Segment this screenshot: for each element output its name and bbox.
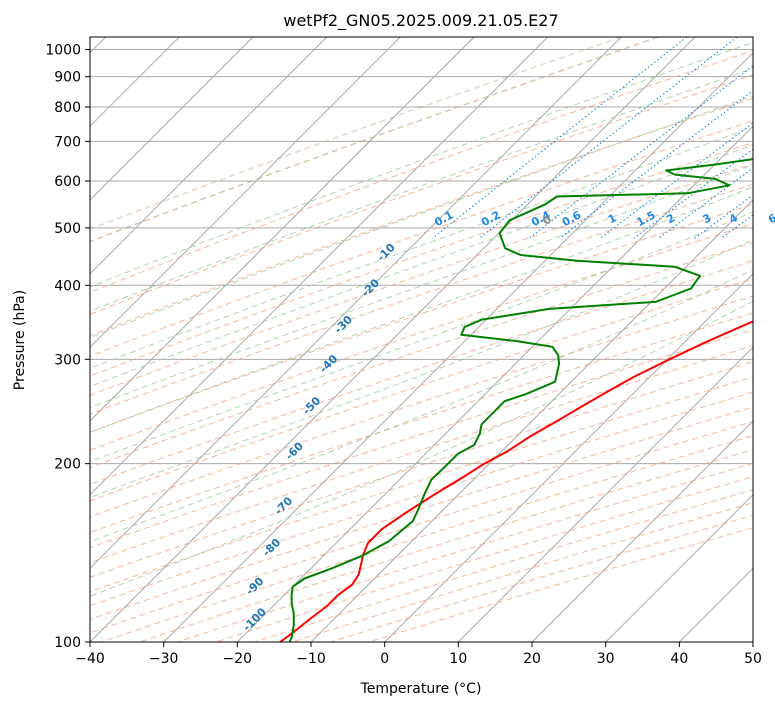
mixing-ratio-line xyxy=(478,37,738,239)
dry-adiabat-line xyxy=(90,50,753,293)
isotherm-line xyxy=(384,272,753,642)
x-tick-label: −10 xyxy=(296,651,326,667)
plot-background xyxy=(90,37,753,642)
y-tick-label: 1000 xyxy=(45,43,81,59)
x-tick-label: 0 xyxy=(380,651,389,667)
chart-title: wetPf2_GN05.2025.009.21.05.E27 xyxy=(283,11,558,31)
y-tick-label: 300 xyxy=(54,352,81,368)
dry-adiabat-line xyxy=(90,223,753,451)
x-tick-label: −30 xyxy=(149,651,179,667)
dry-adiabat-line xyxy=(90,278,753,502)
dry-adiabat-line xyxy=(90,391,753,607)
y-tick-label: 100 xyxy=(54,635,81,651)
dry-adiabat-line xyxy=(90,142,753,377)
isotherm-line xyxy=(457,346,753,642)
x-tick-label: 20 xyxy=(523,651,541,667)
reference-curve-line xyxy=(90,37,659,243)
plot-frame xyxy=(89,36,754,643)
isotherm-line xyxy=(531,420,753,642)
moist-adiabat-line xyxy=(90,67,753,312)
isotherm-line xyxy=(90,37,696,642)
background-lines xyxy=(90,37,753,642)
y-tick-label: 500 xyxy=(54,221,81,237)
isotherm-line xyxy=(90,37,254,201)
dewpoint-profile-line xyxy=(288,158,753,642)
y-axis-label: Pressure (hPa) xyxy=(12,290,28,390)
x-tick-label: 40 xyxy=(670,651,688,667)
isotherm-line xyxy=(236,125,753,642)
isotherm-line xyxy=(310,199,753,642)
mixing-ratio-line xyxy=(559,90,753,239)
x-tick-label: −40 xyxy=(75,651,105,667)
x-axis-label: Temperature (°C) xyxy=(360,681,482,697)
isotherm-line xyxy=(90,37,328,275)
moist-adiabat-line xyxy=(90,95,753,339)
y-tick-label: 700 xyxy=(54,134,81,150)
moist-adiabat-line xyxy=(90,211,753,463)
dry-adiabat-line xyxy=(90,183,753,415)
moist-adiabat-line xyxy=(90,186,753,433)
y-tick-label: 600 xyxy=(54,174,81,190)
isotherm-line xyxy=(605,493,753,642)
moist-adiabat-line xyxy=(90,164,753,408)
dry-adiabat-line xyxy=(90,260,753,485)
y-tick-label: 900 xyxy=(54,70,81,86)
dry-adiabat-line xyxy=(90,329,753,549)
x-tick-label: 30 xyxy=(597,651,615,667)
dry-adiabat-line xyxy=(90,74,753,315)
dry-adiabat-line xyxy=(90,312,753,534)
mixing-ratio-label: 6 xyxy=(766,211,775,226)
isotherm-line xyxy=(90,37,622,570)
isotherm-line xyxy=(163,51,753,642)
y-tick-label: 200 xyxy=(54,457,81,473)
dry-adiabat-line xyxy=(90,361,753,578)
mixing-ratio-line xyxy=(658,167,753,239)
dry-adiabat-line xyxy=(90,97,753,337)
sounding-profiles xyxy=(279,158,753,642)
moist-adiabat-line xyxy=(90,126,753,369)
moist-adiabat-line xyxy=(90,144,753,388)
x-tick-label: 10 xyxy=(449,651,467,667)
axis-ticks: −40 −30 −20 −10 0 10 20 30 40 50 100 200 300 400 500 60… xyxy=(45,43,762,667)
isotherm-line xyxy=(90,37,401,349)
y-tick-label: 800 xyxy=(54,100,81,116)
y-tick-label: 400 xyxy=(54,278,81,294)
dry-adiabat-line xyxy=(90,163,753,396)
x-tick-label: −20 xyxy=(223,651,253,667)
x-tick-label: 50 xyxy=(744,651,762,667)
isotherm-line xyxy=(90,37,549,496)
dry-adiabat-line xyxy=(90,120,753,357)
